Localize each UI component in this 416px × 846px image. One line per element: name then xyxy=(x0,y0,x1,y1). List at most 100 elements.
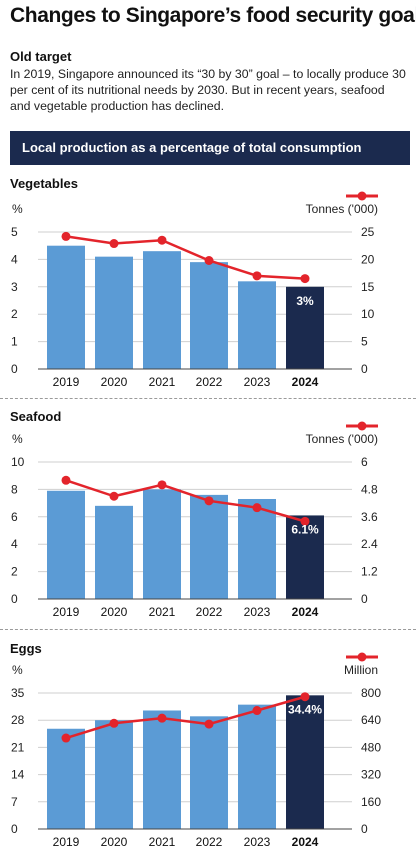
x-tick-label: 2024 xyxy=(292,605,319,619)
bar xyxy=(47,728,85,829)
series-line xyxy=(65,695,306,740)
eggs-chart: Eggs% Million 0 7 14 21 28 35 0 160 320 480 640 800 20… xyxy=(10,641,381,846)
y2-tick-label: 25 xyxy=(361,225,375,239)
y-axis-unit: % xyxy=(12,202,23,216)
y2-tick-label: 0 xyxy=(361,822,368,836)
x-tick-label: 2021 xyxy=(149,835,176,846)
bar xyxy=(286,286,324,369)
data-label: 3% xyxy=(296,294,314,308)
y2-tick-label: 15 xyxy=(361,280,375,294)
x-tick-label: 2020 xyxy=(101,835,128,846)
series-point xyxy=(109,239,119,249)
chart-title: Eggs xyxy=(10,641,42,656)
y2-tick-label: 3.6 xyxy=(361,510,378,524)
y-tick-label: 35 xyxy=(11,686,25,700)
legend-marker xyxy=(357,421,367,431)
x-tick-label: 2021 xyxy=(149,605,176,619)
y2-tick-label: 6 xyxy=(361,455,368,469)
bar xyxy=(190,494,228,599)
y2-tick-label: 160 xyxy=(361,795,381,809)
y-tick-label: 2 xyxy=(11,307,18,321)
x-tick-label: 2024 xyxy=(292,375,319,389)
x-tick-label: 2024 xyxy=(292,835,319,846)
y-tick-label: 0 xyxy=(11,362,18,376)
bar xyxy=(238,498,276,599)
series-line xyxy=(65,235,306,280)
x-tick-label: 2023 xyxy=(244,835,271,846)
y-tick-label: 28 xyxy=(11,713,25,727)
x-tick-label: 2019 xyxy=(53,605,80,619)
y2-tick-label: 4.8 xyxy=(361,482,378,496)
data-label: 6.1% xyxy=(291,522,319,536)
y-tick-label: 8 xyxy=(11,482,18,496)
series-point xyxy=(300,516,310,526)
bar xyxy=(143,251,181,369)
series-line xyxy=(65,479,306,523)
legend-label: Tonnes ('000) xyxy=(306,202,378,216)
bar xyxy=(286,515,324,599)
y-tick-label: 4 xyxy=(11,537,18,551)
y-tick-label: 3 xyxy=(11,280,18,294)
bar xyxy=(190,716,228,829)
bar xyxy=(143,710,181,829)
x-tick-label: 2019 xyxy=(53,835,80,846)
x-tick-label: 2022 xyxy=(196,375,223,389)
y2-tick-label: 0 xyxy=(361,592,368,606)
bar xyxy=(143,489,181,599)
seafood-chart: Seafood% Tonnes ('000) 0 2 4 6 8 10 0 1.2 2.4 3.6 4.… xyxy=(10,409,378,619)
bar xyxy=(95,505,133,599)
bar xyxy=(47,245,85,369)
x-tick-label: 2020 xyxy=(101,605,128,619)
x-tick-label: 2023 xyxy=(244,375,271,389)
bar xyxy=(95,720,133,829)
y2-tick-label: 480 xyxy=(361,740,381,754)
series-point xyxy=(300,274,310,284)
bar xyxy=(95,256,133,369)
y2-tick-label: 800 xyxy=(361,686,381,700)
series-point xyxy=(61,733,71,743)
series-point xyxy=(204,255,214,265)
y-tick-label: 0 xyxy=(11,592,18,606)
y2-tick-label: 2.4 xyxy=(361,537,378,551)
y2-tick-label: 10 xyxy=(361,307,375,321)
y2-tick-label: 20 xyxy=(361,252,375,266)
series-point xyxy=(157,235,167,245)
legend-marker xyxy=(357,191,367,201)
vegetables-chart: Vegetables% Tonnes ('000) 0 1 2 3 4 5 0 5 10 15 20 25… xyxy=(10,176,378,389)
y-tick-label: 2 xyxy=(11,565,18,579)
legend-label: Tonnes ('000) xyxy=(306,432,378,446)
y2-tick-label: 0 xyxy=(361,362,368,376)
y-tick-label: 10 xyxy=(11,455,25,469)
series-point xyxy=(61,231,71,241)
x-tick-label: 2023 xyxy=(244,605,271,619)
bar xyxy=(190,262,228,369)
chart-banner: Local production as a percentage of tota… xyxy=(10,131,410,165)
series-point xyxy=(61,475,71,485)
chart-title: Vegetables xyxy=(10,176,78,191)
legend-label: Million xyxy=(344,663,378,677)
y-tick-label: 1 xyxy=(11,335,18,349)
series-point xyxy=(252,503,262,513)
series-point xyxy=(252,271,262,281)
y-tick-label: 0 xyxy=(11,822,18,836)
x-tick-label: 2022 xyxy=(196,605,223,619)
y2-tick-label: 640 xyxy=(361,713,381,727)
series-point xyxy=(252,706,262,716)
y2-tick-label: 1.2 xyxy=(361,565,378,579)
series-point xyxy=(300,692,310,702)
bar xyxy=(47,490,85,599)
y-tick-label: 6 xyxy=(11,510,18,524)
x-tick-label: 2020 xyxy=(101,375,128,389)
legend-marker xyxy=(357,652,367,662)
chart-title: Seafood xyxy=(10,409,61,424)
series-point xyxy=(157,713,167,723)
bar xyxy=(238,281,276,369)
series-point xyxy=(204,496,214,506)
divider xyxy=(0,629,416,630)
x-tick-label: 2021 xyxy=(149,375,176,389)
y-tick-label: 4 xyxy=(11,252,18,266)
bar xyxy=(286,695,324,829)
y-tick-label: 7 xyxy=(11,795,18,809)
intro-text: In 2019, Singapore announced its “30 by … xyxy=(10,67,406,113)
page-title: Changes to Singapore’s food security goa… xyxy=(10,4,416,27)
